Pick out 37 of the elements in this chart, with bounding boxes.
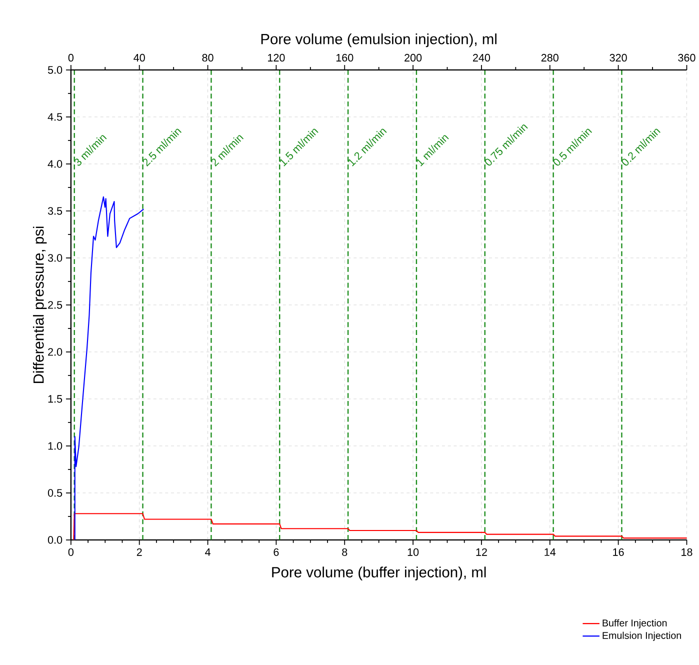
x-tick-label: 4 (205, 548, 210, 556)
y-axis-title: Differential pressure, psi (32, 226, 47, 383)
x2-tick-label: 0 (68, 54, 74, 62)
y-tick-label: 2.0 (48, 348, 62, 356)
y-tick-label: 4.5 (48, 113, 62, 121)
y-tick-label: 3.0 (48, 254, 62, 262)
x2-tick-label: 80 (202, 54, 214, 62)
x2-tick-label: 200 (404, 54, 422, 62)
x2-tick-label: 320 (610, 54, 627, 62)
y-tick-label: 3.5 (48, 207, 62, 215)
y-tick-label: 1.0 (48, 442, 62, 450)
x2-tick-label: 240 (473, 54, 490, 62)
y-tick-label: 1.5 (48, 395, 62, 403)
y-tick-label: 0.5 (48, 489, 62, 497)
x2-tick-label: 280 (541, 54, 558, 62)
x2-tick-label: 160 (336, 54, 354, 62)
x-tick-label: 6 (274, 548, 279, 556)
y-tick-label: 5.0 (48, 66, 62, 74)
y-tick-label: 2.5 (48, 301, 62, 309)
x-axis-title: Pore volume (buffer injection), ml (272, 566, 486, 580)
x2-tick-label: 40 (134, 54, 145, 62)
y-tick-label: 4.0 (48, 160, 62, 168)
x-tick-label: 16 (613, 548, 624, 556)
x2-axis-title: Pore volume (emulsion injection), ml (261, 33, 496, 48)
x2-tick-label: 360 (678, 54, 696, 62)
x2-tick-label: 120 (268, 54, 285, 62)
x-tick-label: 8 (342, 548, 348, 556)
x-tick-label: 18 (682, 548, 692, 556)
line-series (73, 513, 688, 540)
x-tick-label: 2 (136, 548, 142, 556)
x-tick-label: 14 (544, 548, 556, 556)
x-tick-label: 10 (408, 548, 419, 556)
legend-label: Emulsion Injection (602, 632, 681, 641)
legend-label: Buffer Injection (602, 619, 667, 628)
y-tick-label: 0.0 (48, 536, 62, 544)
x-tick-label: 12 (476, 548, 487, 556)
x-tick-label: 0 (68, 548, 74, 556)
